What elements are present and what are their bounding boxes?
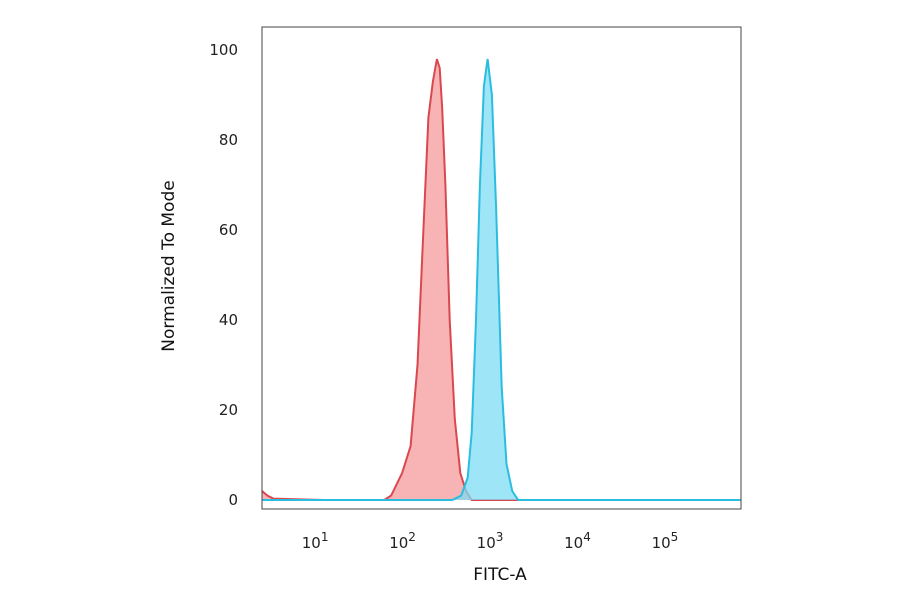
- y-tick-label: 40: [219, 311, 238, 329]
- x-tick-label: 101: [302, 530, 329, 552]
- y-tick-label: 0: [228, 491, 238, 509]
- series-2-area: [262, 59, 741, 500]
- series-layer: [261, 58, 741, 501]
- x-tick-label: 105: [652, 530, 679, 552]
- x-axis-ticks: 101 102 103 104 105: [302, 530, 679, 552]
- plot-frame: [261, 26, 742, 510]
- y-tick-label: 60: [219, 221, 238, 239]
- x-axis-title: FITC-A: [473, 565, 527, 585]
- x-tick-label: 102: [389, 530, 416, 552]
- series-2-line: [262, 58, 741, 501]
- x-tick-label: 103: [477, 530, 504, 552]
- x-tick-label: 104: [564, 530, 591, 552]
- y-axis-title: Normalized To Mode: [159, 180, 179, 351]
- y-tick-label: 80: [219, 131, 238, 149]
- y-tick-label: 20: [219, 401, 238, 419]
- y-axis-ticks: 0 20 40 60 80 100: [209, 41, 238, 509]
- y-tick-label: 100: [209, 41, 238, 59]
